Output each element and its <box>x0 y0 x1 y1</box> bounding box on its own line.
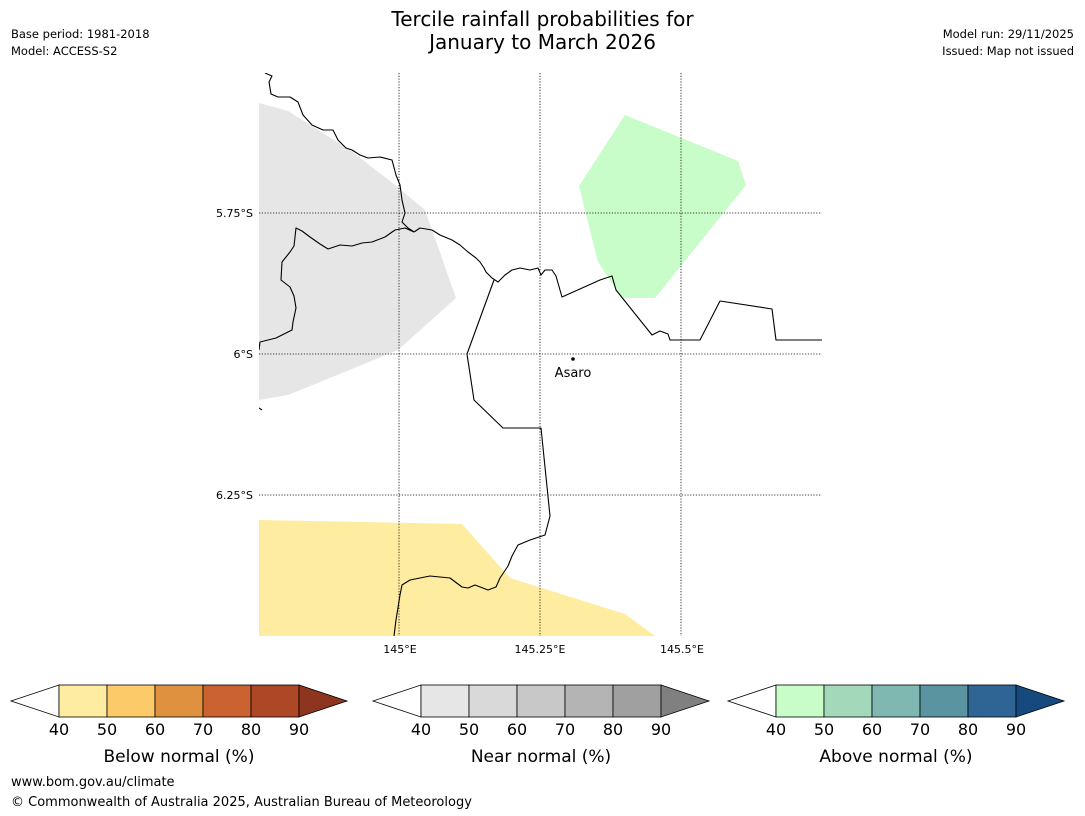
cbar-above-segment-40-50 <box>775 684 825 718</box>
cbar-near-tick-50: 50 <box>459 720 479 739</box>
cbar-above-tick-90: 90 <box>1006 720 1026 739</box>
cbar-above-tick-60: 60 <box>862 720 882 739</box>
boundary-loop-north <box>259 227 415 351</box>
cbar-below-tick-60: 60 <box>145 720 165 739</box>
boundary-west <box>264 73 415 233</box>
cbar-near-tick-60: 60 <box>507 720 527 739</box>
lat-label-5-75: 5.75°S <box>216 207 253 220</box>
cbar-below-tick-40: 40 <box>49 720 69 739</box>
colorbar-below-normal <box>9 684 349 718</box>
meta-left: Base period: 1981-2018 Model: ACCESS-S2 <box>11 26 150 60</box>
cbar-above-extend-low <box>726 684 777 718</box>
footer-copyright: © Commonwealth of Australia 2025, Austra… <box>11 795 472 810</box>
colorbar-below-ticks: 40 50 60 70 80 90 <box>49 720 309 739</box>
cbar-near-extend-high <box>660 684 711 718</box>
cbar-below-label: Below normal (%) <box>104 747 255 767</box>
cbar-above-tick-40: 40 <box>766 720 786 739</box>
cbar-near-extend-low <box>371 684 422 718</box>
cbar-near-segment-50-60 <box>468 684 518 718</box>
cbar-above-tick-80: 80 <box>958 720 978 739</box>
base-period: Base period: 1981-2018 <box>11 27 150 41</box>
cbar-near-tick-40: 40 <box>411 720 431 739</box>
asaro-marker <box>571 357 575 361</box>
near-normal-region <box>259 103 456 400</box>
cbar-near-tick-90: 90 <box>651 720 671 739</box>
cbar-below-extend-high <box>298 684 349 718</box>
cbar-above-label: Above normal (%) <box>819 747 972 767</box>
boundary-west-stub <box>259 407 263 411</box>
cbar-near-label: Near normal (%) <box>471 747 611 767</box>
below-normal-region <box>259 520 655 636</box>
lon-label-145-25: 145.25°E <box>515 643 566 656</box>
cbar-below-tick-80: 80 <box>241 720 261 739</box>
cbar-near-segment-80-90 <box>612 684 662 718</box>
cbar-near-tick-80: 80 <box>603 720 623 739</box>
cbar-below-segment-60-70 <box>154 684 204 718</box>
asaro-label: Asaro <box>555 366 592 381</box>
cbar-below-tick-50: 50 <box>97 720 117 739</box>
lat-label-6-25: 6.25°S <box>216 489 253 502</box>
cbar-below-segment-40-50 <box>58 684 108 718</box>
map-title: Tercile rainfall probabilities for Janua… <box>0 8 1085 54</box>
cbar-below-segment-70-80 <box>202 684 252 718</box>
model-name: Model: ACCESS-S2 <box>11 44 118 58</box>
cbar-above-segment-80-90 <box>967 684 1017 718</box>
lat-label-6: 6°S <box>234 348 253 361</box>
cbar-near-segment-70-80 <box>564 684 614 718</box>
footer-url[interactable]: www.bom.gov.au/climate <box>11 775 175 790</box>
cbar-below-tick-90: 90 <box>289 720 309 739</box>
cbar-above-segment-50-60 <box>823 684 873 718</box>
issued-status: Issued: Map not issued <box>942 44 1074 58</box>
cbar-below-segment-80-90 <box>250 684 300 718</box>
above-normal-region <box>579 115 746 298</box>
model-run: Model run: 29/11/2025 <box>942 27 1074 41</box>
boundary-central-south <box>393 279 551 636</box>
cbar-near-segment-60-70 <box>516 684 566 718</box>
map-title-line2: January to March 2026 <box>429 30 656 54</box>
boundary-central-north <box>413 227 822 341</box>
cbar-above-tick-50: 50 <box>814 720 834 739</box>
cbar-near-tick-70: 70 <box>555 720 575 739</box>
map-title-line1: Tercile rainfall probabilities for <box>391 7 694 31</box>
cbar-below-tick-70: 70 <box>193 720 213 739</box>
cbar-above-tick-70: 70 <box>910 720 930 739</box>
cbar-below-segment-50-60 <box>106 684 156 718</box>
cbar-above-segment-60-70 <box>871 684 921 718</box>
colorbar-near-normal <box>371 684 711 718</box>
meta-right: Model run: 29/11/2025 Issued: Map not is… <box>942 26 1074 60</box>
colorbar-above-ticks: 40 50 60 70 80 90 <box>766 720 1026 739</box>
province-boundaries <box>259 73 822 636</box>
colorbar-near-ticks: 40 50 60 70 80 90 <box>411 720 671 739</box>
cbar-above-extend-high <box>1015 684 1066 718</box>
cbar-below-extend-low <box>9 684 60 718</box>
lon-label-145: 145°E <box>383 643 416 656</box>
colorbar-above-normal <box>726 684 1066 718</box>
cbar-above-segment-70-80 <box>919 684 969 718</box>
cbar-near-segment-40-50 <box>420 684 470 718</box>
lon-label-145-5: 145.5°E <box>660 643 704 656</box>
